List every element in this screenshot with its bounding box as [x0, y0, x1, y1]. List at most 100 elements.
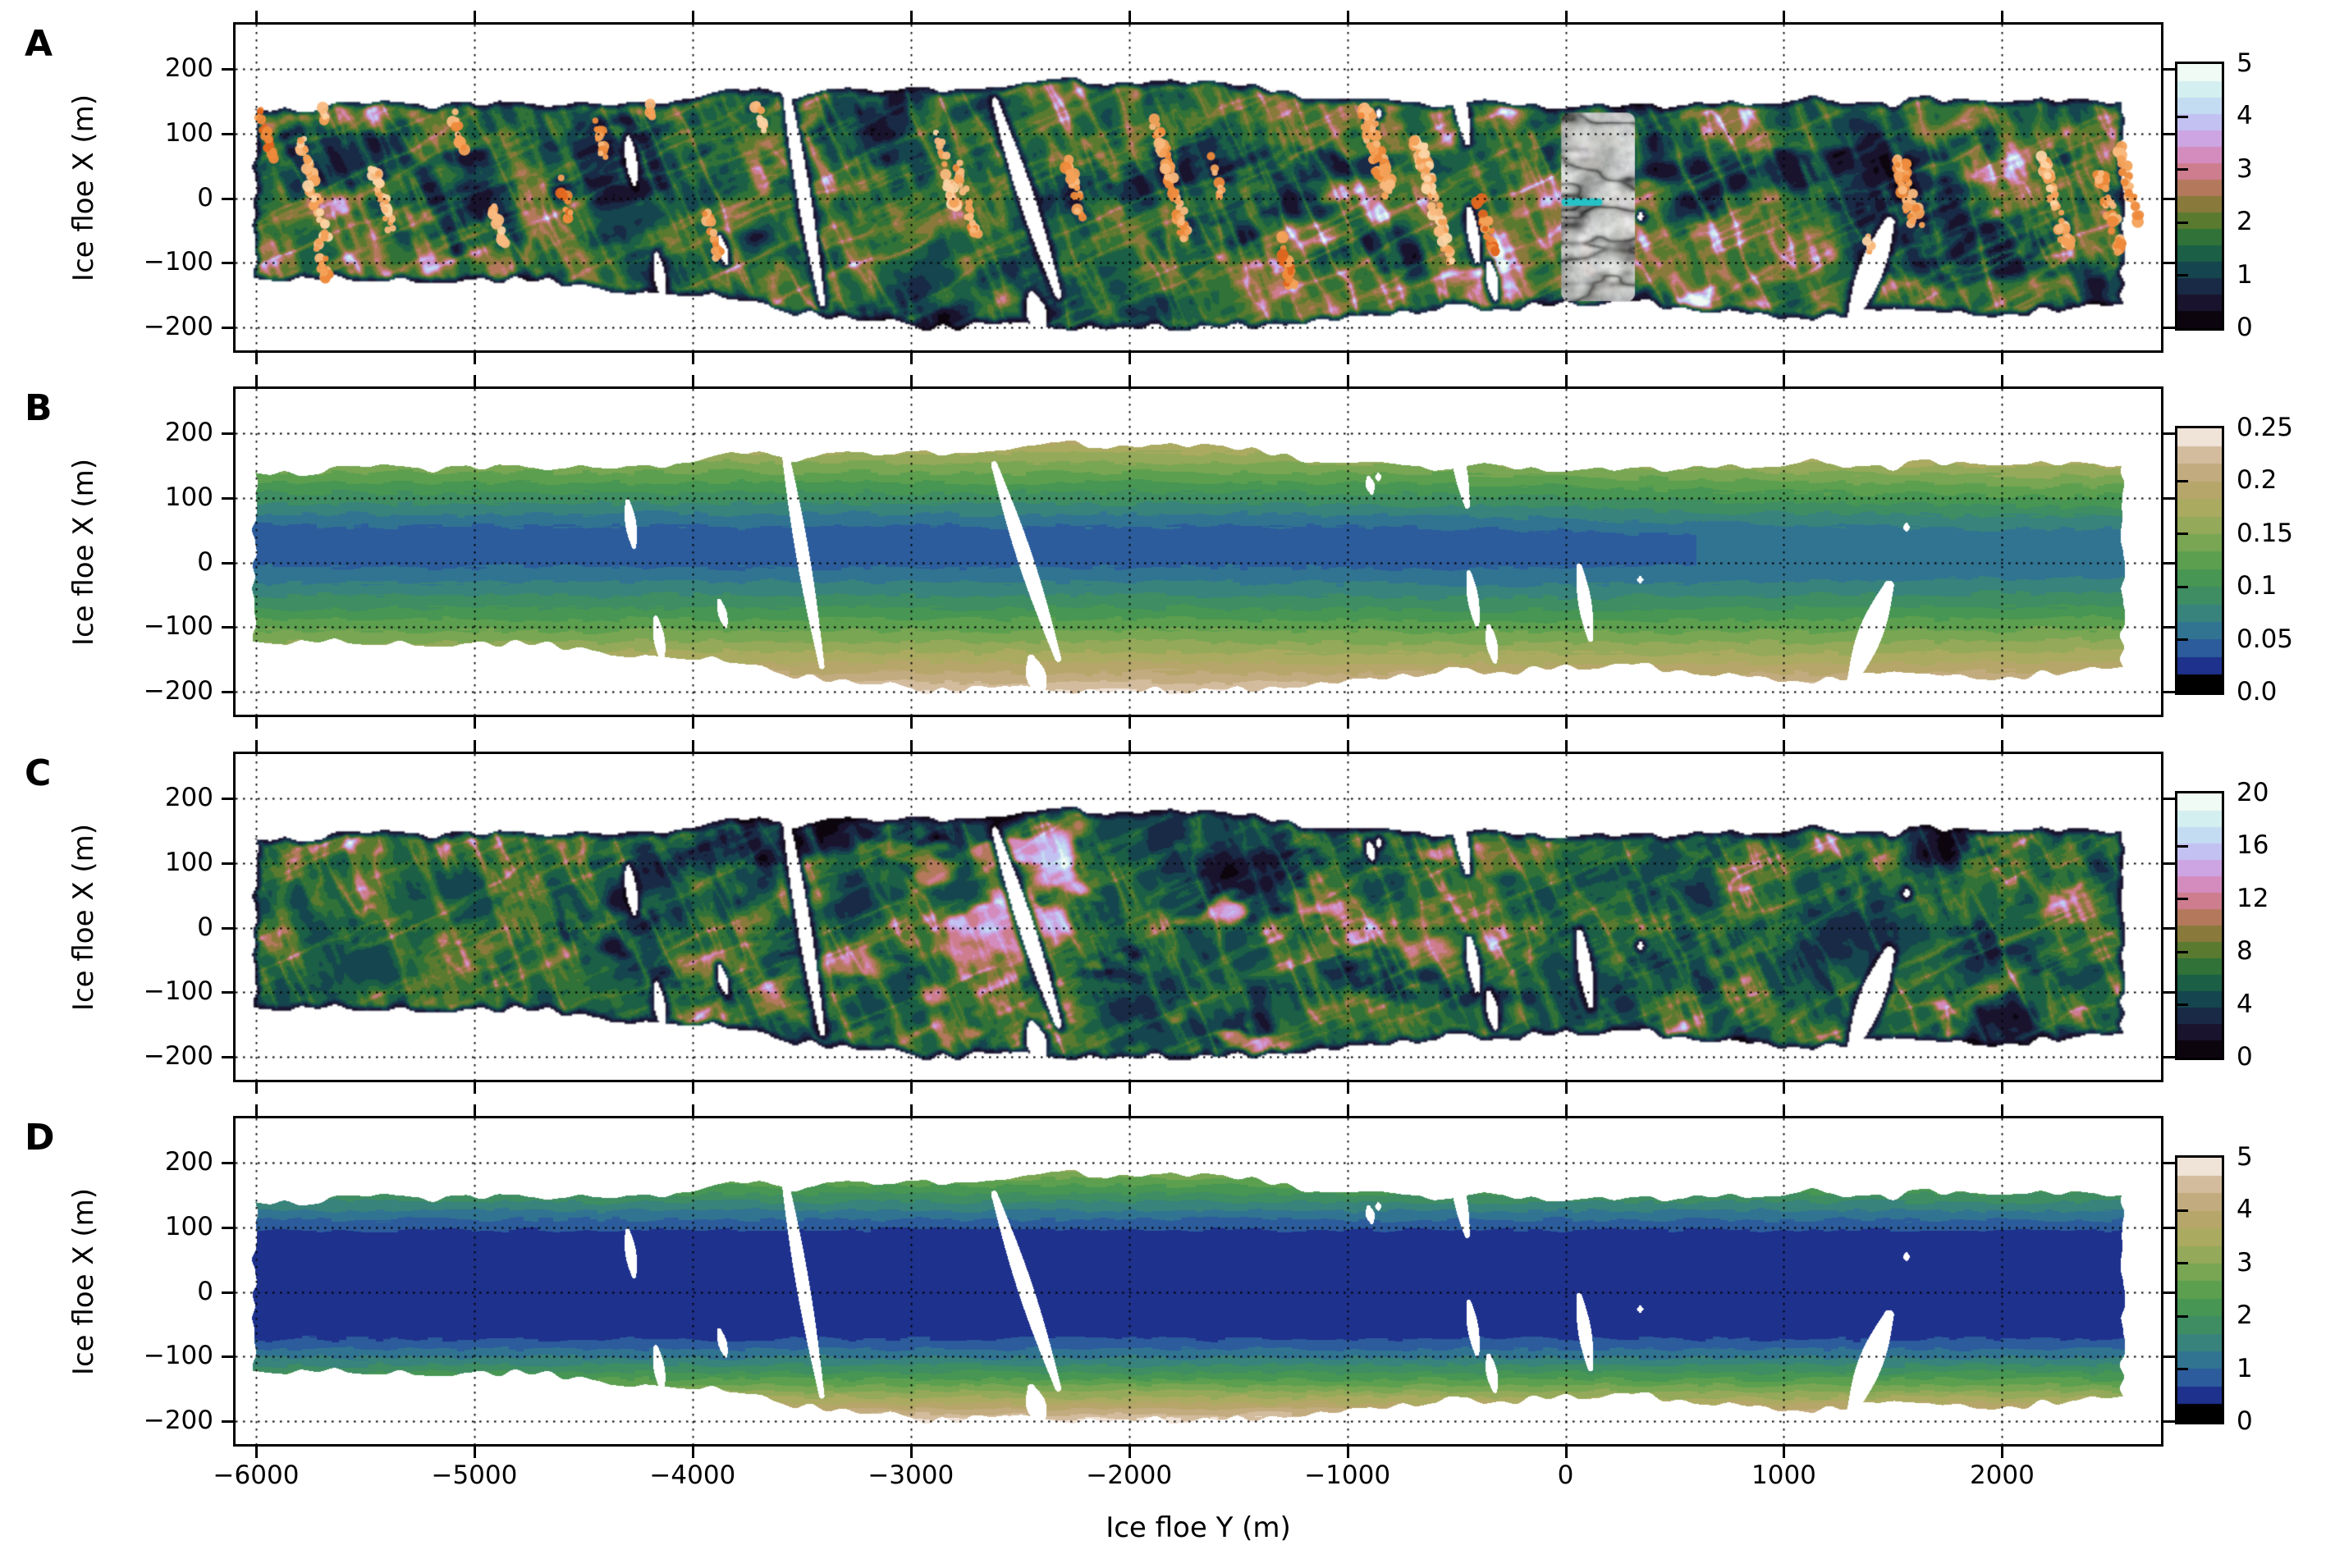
y-axis-label-a: Ice floe X (m) — [67, 94, 100, 281]
x-tick-mark — [2000, 740, 2003, 752]
y-tick-mark — [2163, 326, 2175, 329]
colorbar-tick-label: 12 — [2237, 883, 2269, 913]
colorbar-tick-label: 20 — [2237, 778, 2269, 807]
x-tick-mark — [473, 1104, 476, 1116]
y-tick-mark — [222, 496, 233, 500]
y-tick-mark — [222, 561, 233, 565]
colorbar-tick-mark — [2177, 115, 2188, 118]
y-tick-mark — [2163, 496, 2175, 500]
colorbar-tick-label: 2 — [2237, 1301, 2253, 1331]
x-tick-mark — [909, 717, 913, 729]
x-tick-mark — [1782, 375, 1785, 386]
y-tick-label: −200 — [143, 1406, 213, 1436]
colorbar-tick-label: 4 — [2237, 1195, 2253, 1225]
x-tick-mark — [1564, 1447, 1568, 1458]
colorbar-tick-mark — [2177, 479, 2188, 482]
colorbar-tick-label: 8 — [2237, 936, 2253, 967]
x-tick-mark — [1346, 1082, 1349, 1094]
colorbar-tick-label: 0 — [2237, 1406, 2253, 1436]
y-tick-label: −200 — [143, 1041, 213, 1072]
x-axis-label: Ice floe Y (m) — [1106, 1511, 1291, 1544]
x-tick-mark — [473, 717, 476, 729]
y-tick-mark — [2163, 261, 2175, 264]
x-tick-mark — [1128, 1104, 1131, 1116]
x-tick-mark — [1564, 353, 1568, 364]
y-tick-label: 0 — [197, 912, 213, 942]
y-tick-label: −200 — [143, 312, 213, 342]
y-tick-label: 0 — [197, 546, 213, 577]
x-tick-label: −4000 — [649, 1461, 736, 1490]
x-tick-mark — [473, 11, 476, 22]
y-tick-mark — [2163, 1355, 2175, 1358]
colorbar-tick-mark — [2177, 1314, 2188, 1318]
x-tick-mark — [2000, 1104, 2003, 1116]
y-tick-mark — [2163, 432, 2175, 435]
panel-c-colorbar — [2177, 793, 2222, 1058]
colorbar-tick-mark — [2177, 533, 2188, 536]
colorbar-tick-mark — [2177, 844, 2188, 848]
x-tick-mark — [1128, 375, 1131, 386]
x-tick-mark — [909, 375, 913, 386]
y-axis-label-c: Ice floe X (m) — [67, 823, 100, 1011]
x-tick-mark — [909, 740, 913, 752]
x-tick-mark — [254, 740, 258, 752]
x-tick-mark — [1564, 1104, 1568, 1116]
colorbar-tick-label: 3 — [2237, 153, 2253, 184]
x-tick-mark — [691, 353, 694, 364]
x-tick-mark — [1128, 11, 1131, 22]
x-tick-mark — [2000, 1082, 2003, 1094]
y-tick-mark — [2163, 625, 2175, 629]
y-tick-label: 200 — [164, 782, 213, 812]
y-tick-mark — [2163, 1055, 2175, 1058]
colorbar-tick-mark — [2177, 898, 2188, 901]
y-tick-mark — [222, 1055, 233, 1058]
colorbar-tick-mark — [2177, 274, 2188, 277]
y-tick-mark — [222, 132, 233, 135]
x-tick-label: −3000 — [868, 1461, 955, 1490]
y-tick-mark — [2163, 926, 2175, 930]
colorbar-tick-label: 5 — [2237, 48, 2253, 78]
panel-a-colorbar — [2177, 64, 2222, 328]
x-tick-label: −5000 — [431, 1461, 518, 1490]
y-tick-mark — [2163, 1161, 2175, 1164]
x-tick-mark — [2000, 375, 2003, 386]
colorbar-tick-label: 2 — [2237, 207, 2253, 237]
x-tick-mark — [1564, 717, 1568, 729]
y-tick-label: −100 — [143, 1341, 213, 1371]
x-tick-mark — [1346, 11, 1349, 22]
colorbar-tick-mark — [2177, 1003, 2188, 1007]
y-axis-label-d: Ice floe X (m) — [67, 1187, 100, 1375]
panel-label-b: B — [25, 387, 53, 429]
panel-label-c: C — [25, 752, 52, 794]
y-tick-label: 100 — [164, 117, 213, 148]
x-tick-mark — [254, 11, 258, 22]
x-tick-mark — [254, 717, 258, 729]
y-tick-mark — [2163, 862, 2175, 865]
y-tick-mark — [2163, 132, 2175, 135]
y-tick-mark — [222, 862, 233, 865]
x-tick-mark — [1128, 1082, 1131, 1094]
colorbar-tick-mark — [2177, 1262, 2188, 1265]
x-tick-mark — [473, 740, 476, 752]
y-tick-mark — [2163, 561, 2175, 565]
y-tick-mark — [222, 1419, 233, 1423]
x-tick-mark — [1346, 717, 1349, 729]
x-tick-mark — [691, 740, 694, 752]
x-tick-mark — [2000, 11, 2003, 22]
x-tick-mark — [1782, 353, 1785, 364]
x-tick-mark — [254, 353, 258, 364]
y-tick-label: 100 — [164, 847, 213, 877]
y-tick-mark — [2163, 197, 2175, 200]
y-tick-label: 100 — [164, 482, 213, 512]
x-tick-mark — [691, 375, 694, 386]
x-tick-mark — [1564, 11, 1568, 22]
x-tick-label: 0 — [1557, 1461, 1574, 1490]
x-tick-mark — [1782, 740, 1785, 752]
y-tick-mark — [2163, 990, 2175, 994]
y-tick-mark — [222, 797, 233, 800]
x-tick-mark — [1128, 740, 1131, 752]
x-tick-mark — [1346, 740, 1349, 752]
x-tick-mark — [254, 1104, 258, 1116]
x-tick-mark — [2000, 1447, 2003, 1458]
